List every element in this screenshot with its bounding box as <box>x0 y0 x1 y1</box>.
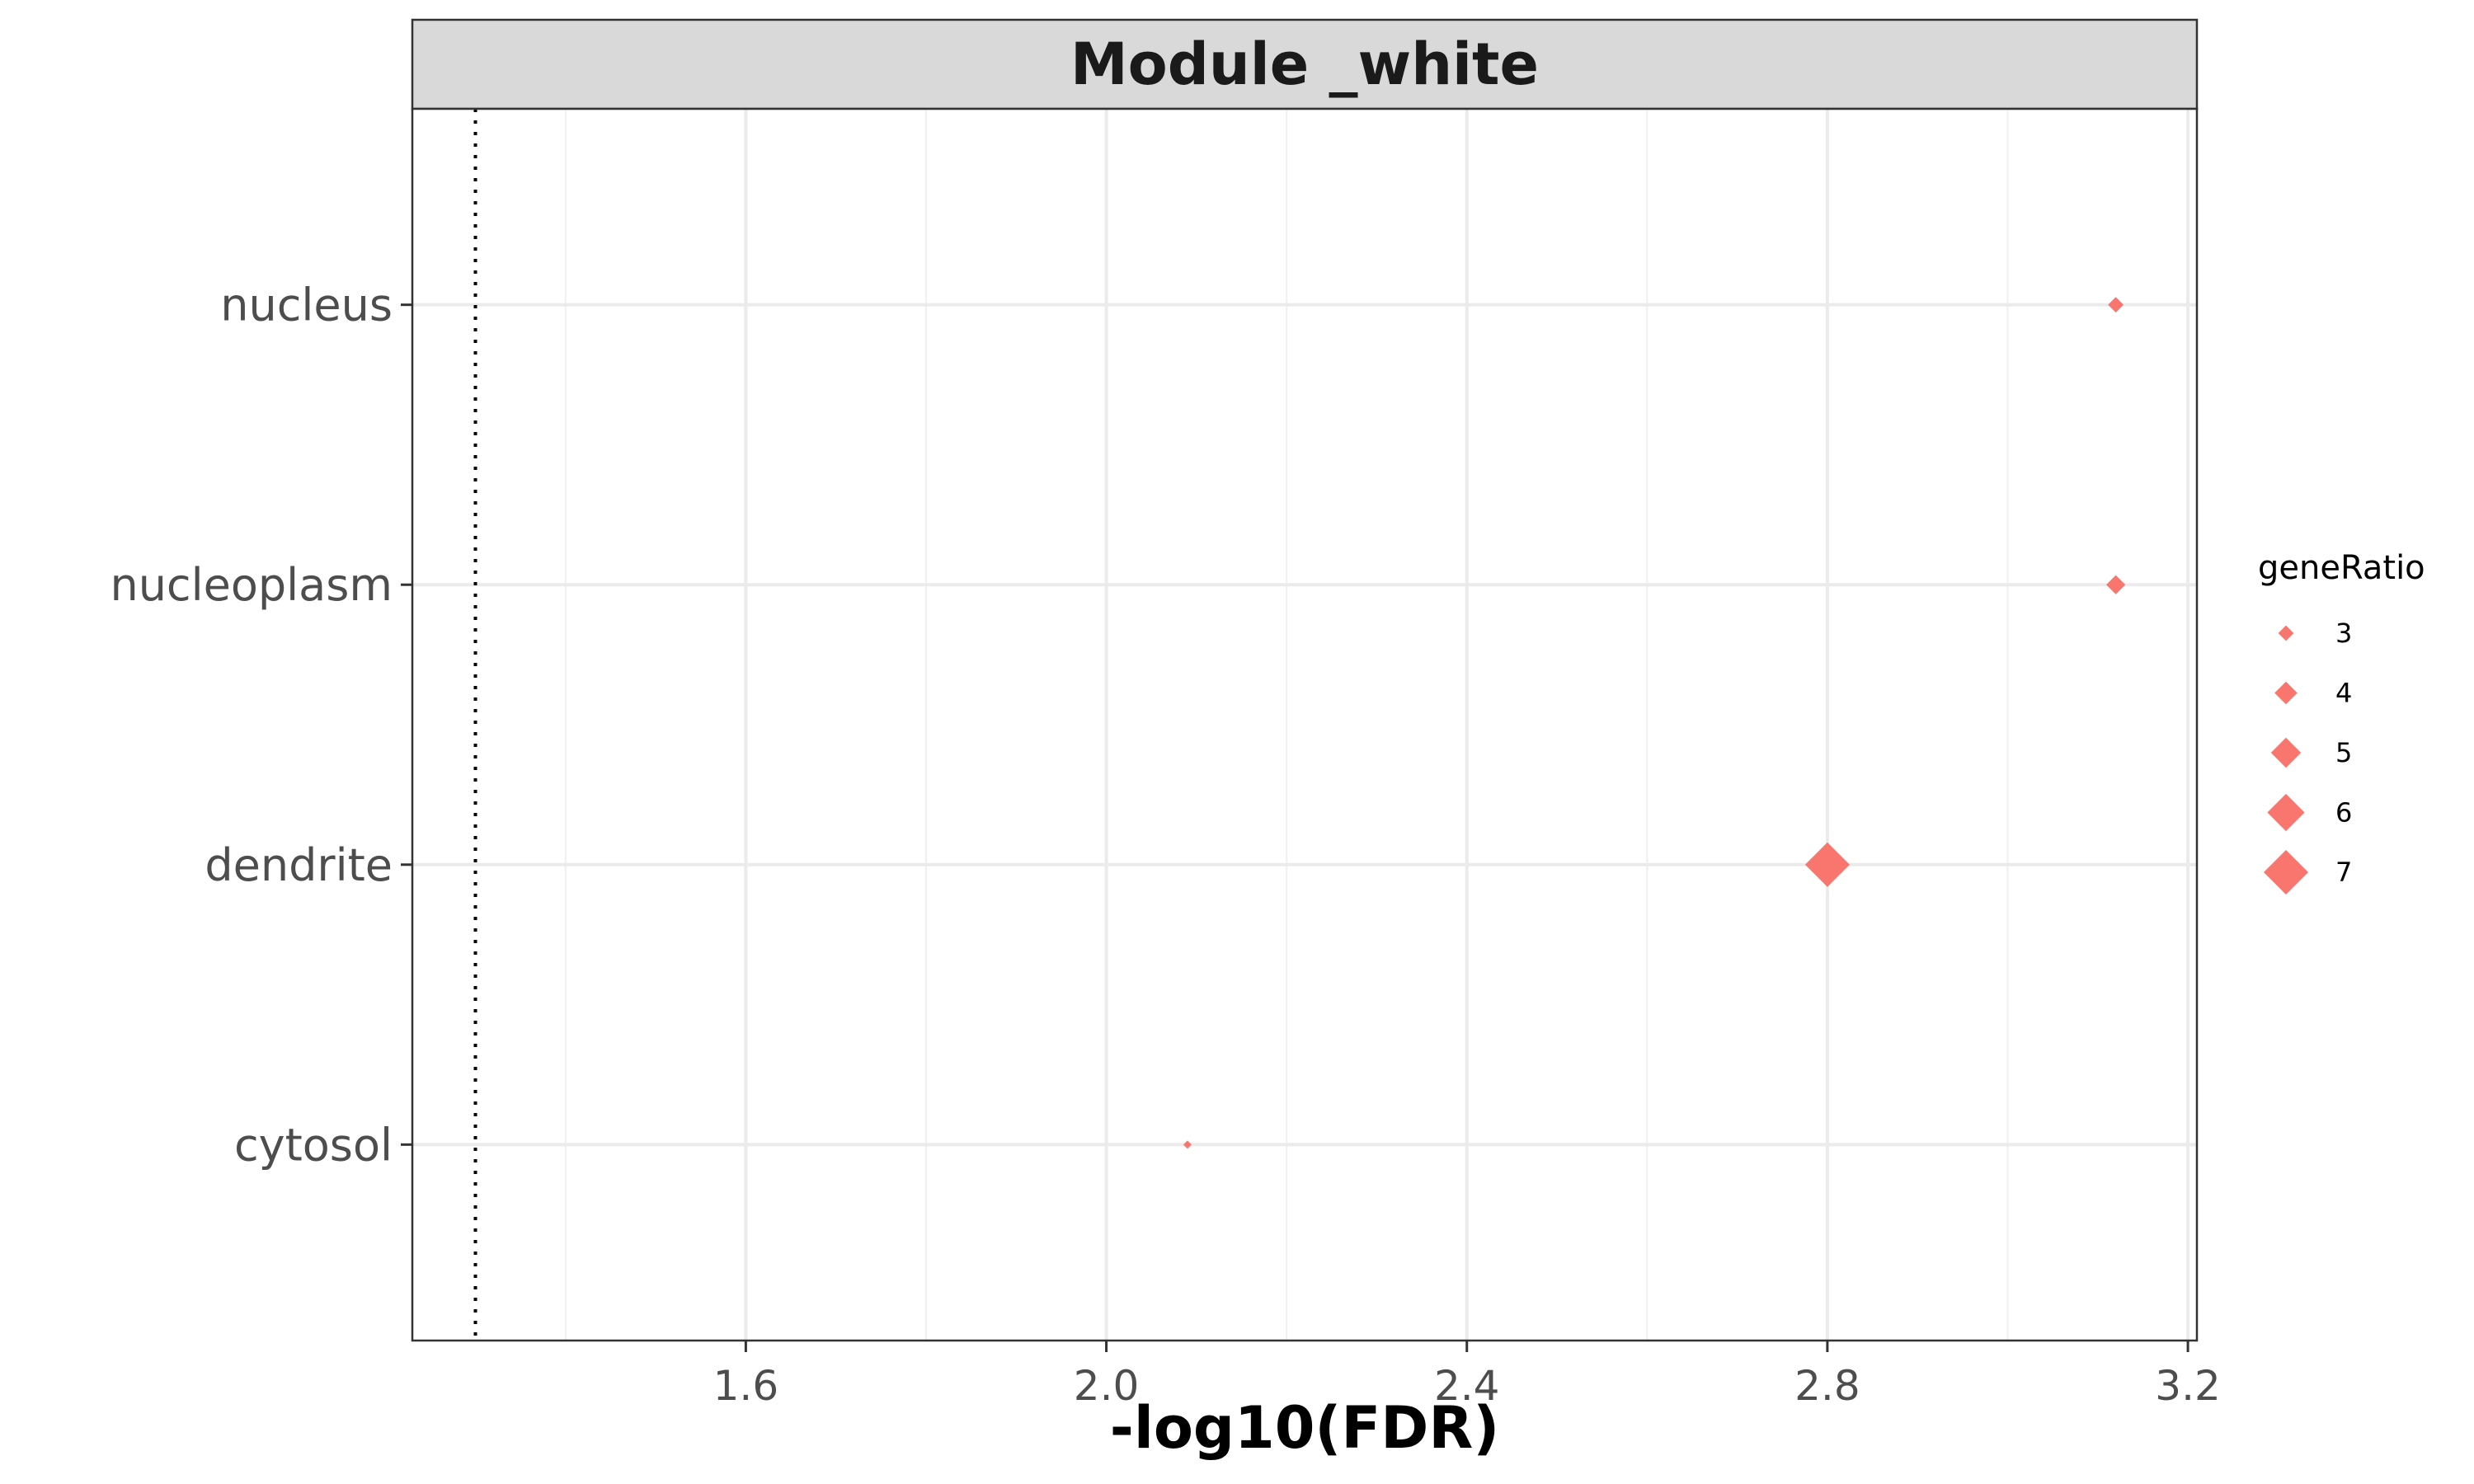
y-tick-label: dendrite <box>205 839 393 891</box>
data-point <box>1183 1140 1192 1149</box>
x-tick-label: 2.8 <box>1794 1362 1860 1410</box>
y-tick-label: nucleoplasm <box>110 559 393 611</box>
plot-panel <box>412 109 2197 1341</box>
x-tick-label: 3.2 <box>2155 1362 2221 1410</box>
y-tick-label: cytosol <box>234 1119 393 1171</box>
grid <box>412 109 2197 1341</box>
legend-label: 3 <box>2335 618 2352 649</box>
legend-title: geneRatio <box>2258 549 2425 587</box>
panel-title: Module _white <box>1070 31 1539 98</box>
y-axis: nucleus nucleoplasm dendrite cytosol <box>110 279 412 1171</box>
legend-label: 6 <box>2335 797 2352 829</box>
legend: geneRatio 3 4 5 6 7 <box>2258 549 2425 895</box>
x-tick-label: 1.6 <box>713 1362 779 1410</box>
legend-key <box>2274 681 2298 705</box>
data-point <box>2108 297 2124 313</box>
x-axis: 1.6 2.0 2.4 2.8 3.2 <box>713 1341 2221 1410</box>
y-tick-label: nucleus <box>220 279 393 331</box>
x-axis-label: -log10(FDR) <box>1110 1394 1499 1462</box>
data-point <box>2106 575 2126 594</box>
panel-strip <box>411 18 2199 110</box>
legend-key <box>2278 625 2294 641</box>
x-tick-label: 2.4 <box>1434 1362 1500 1410</box>
legend-label: 5 <box>2335 737 2352 768</box>
plot-border <box>411 107 2199 1342</box>
legend-key <box>2264 850 2308 895</box>
data-points <box>1183 297 2126 1149</box>
legend-key <box>2270 737 2302 768</box>
legend-label: 4 <box>2335 678 2352 709</box>
legend-key <box>2267 793 2305 832</box>
legend-label: 7 <box>2335 857 2352 888</box>
x-tick-label: 2.0 <box>1074 1362 1140 1410</box>
data-point <box>1804 842 1850 887</box>
